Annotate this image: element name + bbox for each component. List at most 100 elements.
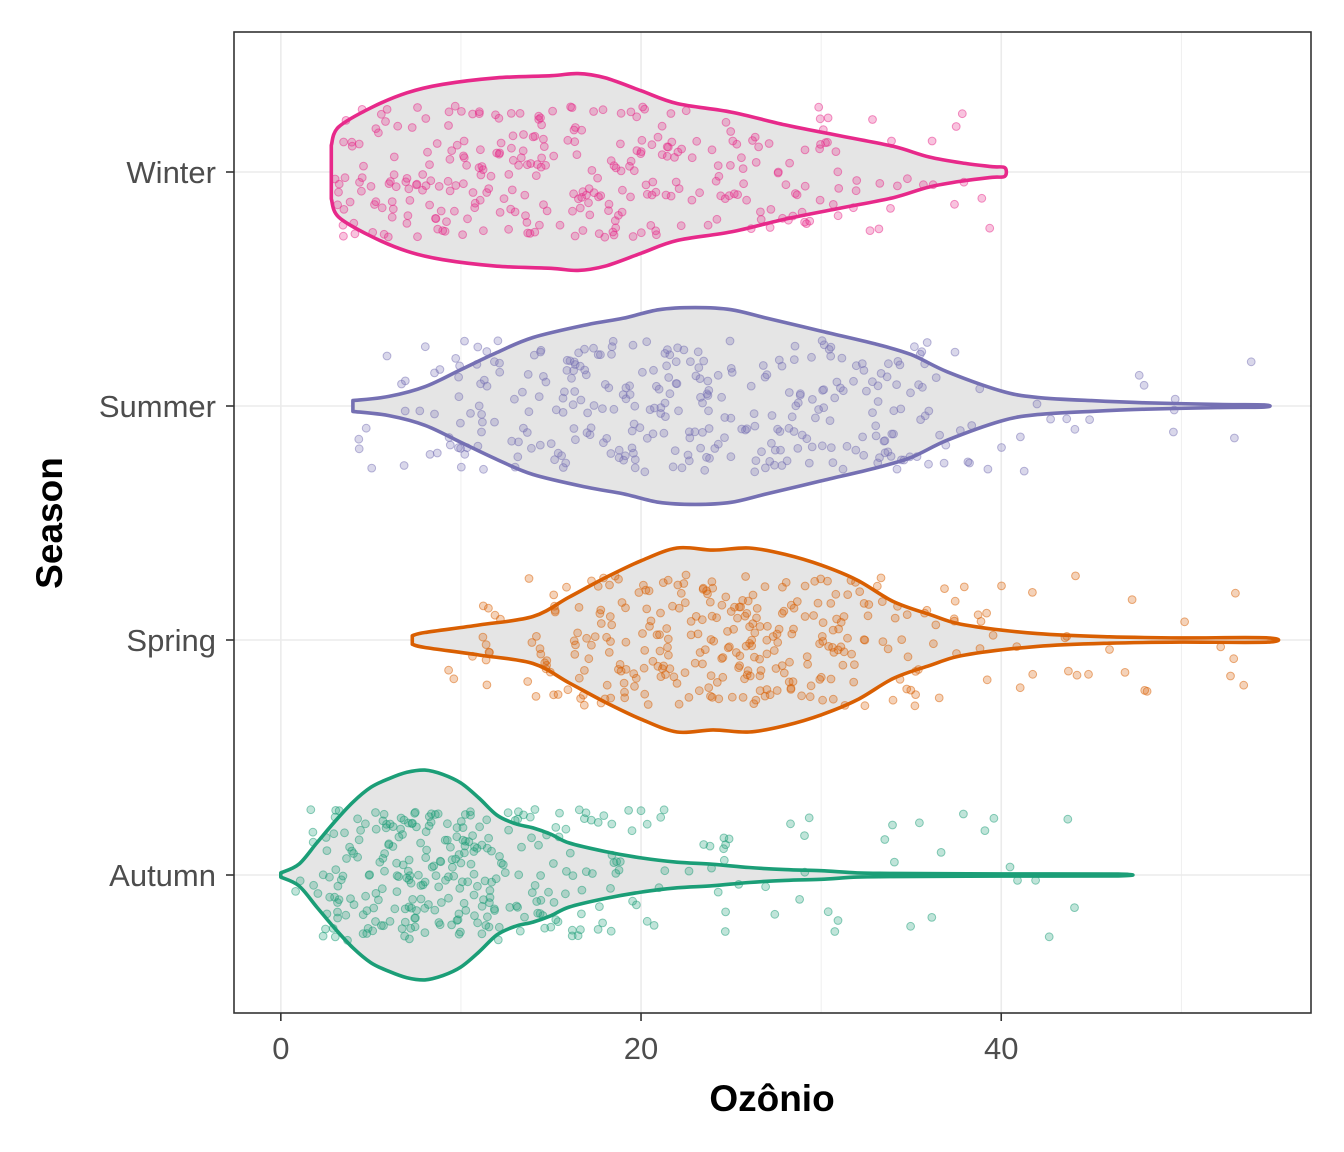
- data-point: [606, 449, 616, 458]
- data-point: [444, 665, 454, 675]
- data-point: [460, 848, 469, 858]
- data-point: [482, 381, 492, 391]
- data-point: [381, 117, 390, 126]
- data-point: [446, 842, 455, 852]
- data-point: [425, 200, 435, 210]
- data-point: [392, 858, 402, 868]
- data-point: [423, 147, 432, 157]
- data-point: [745, 622, 754, 632]
- violin-fill-spring: [412, 547, 1279, 733]
- data-point: [785, 657, 794, 667]
- data-point: [977, 193, 987, 203]
- data-point: [526, 159, 536, 168]
- data-point: [1064, 666, 1073, 676]
- data-point: [339, 137, 349, 147]
- data-point: [719, 844, 728, 854]
- data-point: [872, 581, 882, 591]
- data-point: [486, 171, 496, 181]
- data-point: [584, 198, 593, 208]
- data-point: [363, 924, 373, 933]
- data-point: [551, 823, 561, 832]
- data-point: [410, 808, 420, 818]
- data-point: [530, 805, 540, 814]
- data-point: [507, 436, 517, 446]
- data-point: [656, 608, 665, 618]
- data-point: [404, 184, 414, 194]
- data-point: [393, 121, 403, 131]
- data-point: [570, 360, 580, 369]
- data-point: [549, 151, 559, 161]
- data-point: [670, 153, 679, 162]
- data-point: [371, 808, 380, 817]
- data-point: [646, 221, 656, 230]
- data-point: [553, 448, 563, 458]
- data-point: [626, 192, 635, 202]
- data-point: [750, 467, 760, 477]
- data-point: [1139, 380, 1149, 390]
- data-point: [873, 397, 883, 406]
- data-point: [756, 207, 765, 217]
- data-point: [508, 155, 518, 165]
- data-point: [631, 673, 641, 683]
- data-point: [875, 453, 884, 463]
- data-point: [665, 389, 675, 399]
- data-point: [576, 925, 585, 935]
- data-point: [726, 452, 736, 462]
- data-point: [396, 813, 406, 823]
- data-point: [749, 409, 759, 419]
- data-point: [354, 835, 364, 845]
- data-point: [443, 819, 452, 829]
- data-point: [507, 143, 516, 153]
- data-point: [851, 186, 861, 196]
- data-point: [746, 381, 756, 391]
- data-point: [565, 848, 575, 858]
- data-point: [621, 603, 630, 613]
- data-point: [706, 691, 715, 701]
- data-point: [767, 438, 776, 448]
- data-point: [636, 228, 646, 238]
- data-point: [600, 380, 610, 389]
- data-point: [456, 462, 466, 472]
- data-point: [388, 842, 398, 851]
- data-point: [608, 336, 618, 346]
- data-point: [334, 187, 343, 197]
- data-point: [458, 230, 468, 240]
- data-point: [676, 588, 686, 598]
- data-point: [291, 887, 301, 896]
- data-point: [890, 857, 899, 867]
- data-point: [834, 624, 843, 634]
- data-point: [475, 107, 484, 117]
- data-point: [429, 861, 439, 871]
- data-point: [823, 576, 832, 586]
- data-point: [606, 884, 615, 893]
- data-point: [696, 443, 705, 453]
- data-point: [450, 101, 460, 111]
- data-point: [858, 432, 867, 442]
- data-point: [426, 176, 436, 186]
- data-point: [786, 819, 795, 829]
- data-point: [880, 835, 890, 844]
- data-point: [611, 869, 621, 878]
- data-point: [630, 463, 640, 473]
- data-point: [587, 166, 597, 175]
- data-point: [616, 108, 626, 118]
- data-point: [517, 842, 526, 852]
- data-point: [726, 161, 735, 170]
- data-point: [768, 632, 778, 641]
- data-point: [568, 206, 577, 216]
- data-point: [762, 685, 772, 694]
- data-point: [625, 381, 634, 391]
- data-point: [376, 109, 386, 119]
- data-point: [477, 410, 487, 419]
- data-point: [717, 392, 726, 402]
- data-point: [563, 135, 573, 145]
- data-point: [512, 901, 521, 911]
- data-point: [607, 349, 616, 359]
- data-point: [580, 666, 589, 675]
- data-point: [618, 185, 627, 195]
- data-point: [750, 628, 760, 638]
- data-point: [487, 877, 497, 887]
- data-point: [789, 603, 799, 613]
- data-point: [357, 186, 366, 196]
- data-point: [411, 913, 420, 923]
